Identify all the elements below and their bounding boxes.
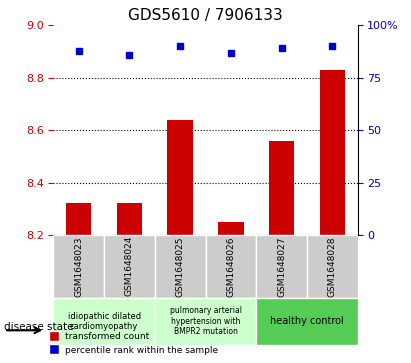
FancyBboxPatch shape: [155, 235, 206, 298]
Text: pulmonary arterial
hypertension with
BMPR2 mutation: pulmonary arterial hypertension with BMP…: [169, 306, 242, 336]
FancyBboxPatch shape: [256, 298, 358, 345]
Bar: [66, 203, 91, 235]
FancyBboxPatch shape: [53, 298, 155, 345]
Text: disease state: disease state: [4, 322, 74, 332]
FancyBboxPatch shape: [53, 235, 104, 298]
Text: GSM1648028: GSM1648028: [328, 236, 337, 297]
Text: GSM1648027: GSM1648027: [277, 236, 286, 297]
Text: healthy control: healthy control: [270, 316, 344, 326]
FancyBboxPatch shape: [256, 235, 307, 298]
Title: GDS5610 / 7906133: GDS5610 / 7906133: [128, 8, 283, 23]
Bar: [319, 70, 345, 235]
FancyBboxPatch shape: [155, 298, 256, 345]
Text: GSM1648023: GSM1648023: [74, 236, 83, 297]
FancyBboxPatch shape: [307, 235, 358, 298]
Bar: [168, 120, 193, 235]
Text: GSM1648026: GSM1648026: [226, 236, 236, 297]
Text: GSM1648025: GSM1648025: [175, 236, 185, 297]
Bar: [269, 140, 294, 235]
Bar: [117, 203, 142, 235]
Legend: transformed count, percentile rank within the sample: transformed count, percentile rank withi…: [46, 329, 222, 359]
Bar: [218, 222, 243, 235]
FancyBboxPatch shape: [104, 235, 155, 298]
FancyBboxPatch shape: [206, 235, 256, 298]
Text: idiopathic dilated
cardiomyopathy: idiopathic dilated cardiomyopathy: [67, 311, 141, 331]
Text: GSM1648024: GSM1648024: [125, 236, 134, 297]
